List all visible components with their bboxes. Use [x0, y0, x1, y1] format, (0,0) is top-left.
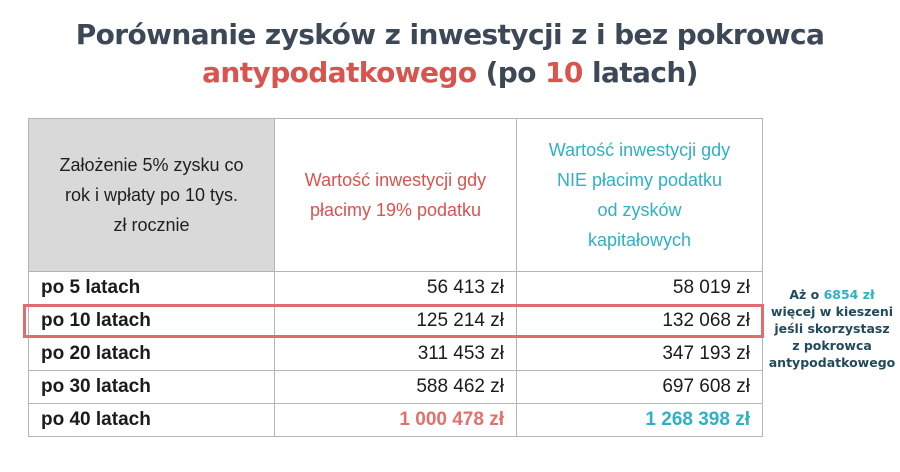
header-without-tax-line: Wartość inwestycji gdy	[548, 140, 731, 160]
value-with-tax: 588 462 zł	[274, 370, 517, 404]
row-label: po 10 latach	[28, 304, 275, 338]
value-without-tax: 347 193 zł	[516, 337, 763, 371]
savings-note-line-5: antypodatkowego	[768, 355, 896, 370]
header-assumption: Założenie 5% zysku co rok i wpłaty po 10…	[28, 118, 275, 272]
table-header-row: Założenie 5% zysku co rok i wpłaty po 10…	[28, 118, 763, 272]
comparison-table: Założenie 5% zysku co rok i wpłaty po 10…	[28, 118, 763, 437]
savings-note-prefix: Aż o	[789, 287, 824, 302]
savings-note: Aż o 6854 zł więcej w kieszeni jeśli sko…	[764, 286, 900, 371]
table-row: po 10 latach 125 214 zł 132 068 zł	[28, 304, 763, 338]
header-with-tax-line: płacimy 19% podatku	[309, 200, 482, 220]
value-with-tax: 56 413 zł	[274, 271, 517, 305]
value-without-tax: 697 608 zł	[516, 370, 763, 404]
header-with-tax: Wartość inwestycji gdy płacimy 19% podat…	[274, 118, 517, 272]
table-row: po 30 latach 588 462 zł 697 608 zł	[28, 370, 763, 404]
table-row: po 20 latach 311 453 zł 347 193 zł	[28, 337, 763, 371]
value-without-tax: 132 068 zł	[516, 304, 763, 338]
header-without-tax-line: od zysków	[597, 200, 682, 220]
title-line-2: antypodatkowego (po 10 latach)	[0, 54, 900, 92]
row-label: po 5 latach	[28, 271, 275, 305]
savings-amount: 6854 zł	[823, 287, 875, 302]
title-close: latach)	[582, 56, 699, 89]
row-label: po 40 latach	[28, 403, 275, 437]
title-accent-word: antypodatkowego	[202, 56, 477, 89]
header-assumption-line: rok i wpłaty po 10 tys.	[64, 185, 239, 205]
title-years: 10	[545, 56, 583, 89]
header-assumption-line: Założenie 5% zysku co	[59, 155, 244, 175]
value-with-tax: 1 000 478 zł	[274, 403, 517, 437]
savings-note-line-3: jeśli skorzystasz	[774, 321, 890, 336]
title-open: (po	[476, 56, 546, 89]
header-without-tax: Wartość inwestycji gdy NIE płacimy podat…	[516, 118, 763, 272]
savings-note-line-4: z pokrowca	[792, 338, 872, 353]
header-without-tax-line: NIE płacimy podatku	[556, 170, 723, 190]
table-row: po 40 latach 1 000 478 zł 1 268 398 zł	[28, 403, 763, 437]
header-assumption-line: zł rocznie	[113, 215, 190, 235]
row-label: po 30 latach	[28, 370, 275, 404]
value-without-tax: 58 019 zł	[516, 271, 763, 305]
page-title: Porównanie zysków z inwestycji z i bez p…	[0, 16, 900, 92]
value-without-tax: 1 268 398 zł	[516, 403, 763, 437]
savings-note-line-2: więcej w kieszeni	[770, 304, 894, 319]
table-row: po 5 latach 56 413 zł 58 019 zł	[28, 271, 763, 305]
comparison-table-wrapper: Założenie 5% zysku co rok i wpłaty po 10…	[28, 118, 763, 437]
header-without-tax-line: kapitałowych	[587, 230, 692, 250]
savings-note-line-1: Aż o 6854 zł	[764, 286, 900, 303]
value-with-tax: 311 453 zł	[274, 337, 517, 371]
value-with-tax: 125 214 zł	[274, 304, 517, 338]
row-label: po 20 latach	[28, 337, 275, 371]
title-line-1: Porównanie zysków z inwestycji z i bez p…	[75, 18, 825, 51]
header-with-tax-line: Wartość inwestycji gdy	[304, 170, 487, 190]
